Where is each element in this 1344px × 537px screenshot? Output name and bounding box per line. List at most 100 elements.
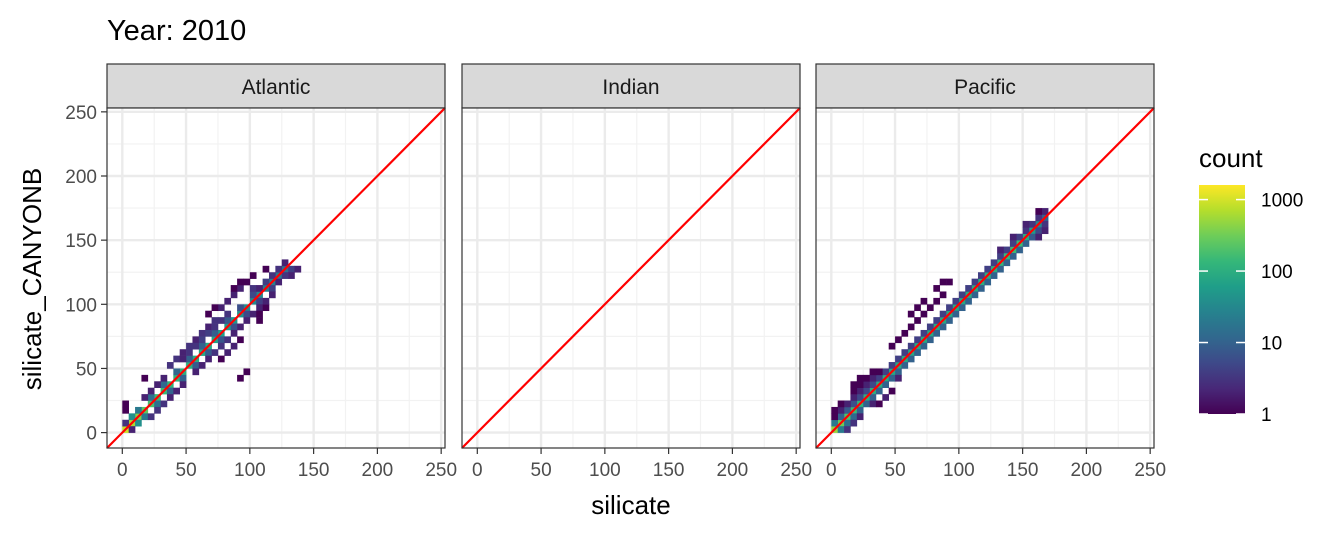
heat-bin <box>128 413 136 421</box>
heat-bin <box>856 394 864 401</box>
heat-bin <box>186 355 193 363</box>
heat-bin <box>856 406 864 414</box>
x-tick-label: 100 <box>234 460 266 481</box>
heat-bin <box>262 304 270 312</box>
facet-strip-label: Indian <box>602 76 659 99</box>
heat-bin <box>831 419 838 427</box>
y-tick-label: 100 <box>65 295 97 316</box>
heat-bin <box>230 323 238 331</box>
heat-bin <box>205 355 212 363</box>
heat-bin <box>230 342 238 350</box>
heat-bin <box>198 342 206 350</box>
heat-bin <box>958 304 966 312</box>
heat-bin <box>224 317 232 324</box>
x-tick-label: 250 <box>1134 460 1166 481</box>
heat-bin <box>984 278 992 286</box>
heat-bin <box>1003 246 1011 254</box>
heat-bin <box>205 349 212 356</box>
heat-bin <box>249 285 257 292</box>
heat-bin <box>243 310 251 318</box>
heat-bin <box>211 317 219 324</box>
heat-bin <box>837 426 845 433</box>
heat-bin <box>875 374 883 382</box>
heat-bin <box>869 368 877 376</box>
heat-bin <box>907 323 915 331</box>
heat-bin <box>160 374 168 382</box>
heat-bin <box>243 368 251 376</box>
heat-bin <box>901 329 909 337</box>
heat-bin <box>888 362 896 369</box>
heat-bin <box>211 323 219 331</box>
heat-bin <box>914 304 921 312</box>
heat-bin <box>256 310 263 318</box>
heat-bin <box>850 413 858 421</box>
heat-bin <box>230 285 238 292</box>
heat-bin <box>141 394 149 401</box>
heat-bin <box>205 329 212 337</box>
heat-bin <box>1041 208 1049 215</box>
y-tick-label: 0 <box>86 424 97 445</box>
heat-bin <box>179 355 187 363</box>
heat-bin <box>186 349 193 356</box>
heat-bin <box>907 310 915 318</box>
facet-strip <box>106 63 446 109</box>
heat-bin <box>179 349 187 356</box>
heat-bin <box>1009 233 1017 241</box>
x-tick-label: 250 <box>425 460 457 481</box>
heat-bin <box>224 336 232 344</box>
heat-bin <box>971 278 979 286</box>
heat-bin <box>1009 240 1017 247</box>
heat-bin <box>990 259 998 267</box>
legend-tick-label: 10 <box>1261 334 1282 355</box>
facet-strip <box>815 63 1155 109</box>
heat-bin <box>844 426 851 433</box>
color-legend: count 1 10 100 1000 <box>1199 143 1303 426</box>
heat-bin <box>837 406 845 414</box>
heat-bin <box>1035 214 1043 222</box>
heat-bin <box>262 265 270 273</box>
y-tick-label: 200 <box>65 167 97 188</box>
heat-bin <box>920 329 928 337</box>
legend-tick-label: 1000 <box>1261 191 1303 212</box>
x-tick-label: 200 <box>362 460 394 481</box>
heat-bin <box>198 362 206 369</box>
heat-bin <box>192 368 200 376</box>
heat-bin <box>895 355 902 363</box>
heat-bin <box>926 323 934 331</box>
facet-strip-label: Atlantic <box>242 76 311 99</box>
heat-bin <box>844 419 851 427</box>
x-tick-label: 150 <box>653 460 685 481</box>
heat-bin <box>882 368 890 376</box>
heat-bin <box>249 272 257 279</box>
heat-bin <box>926 336 934 344</box>
x-tick-label: 150 <box>1007 460 1039 481</box>
heat-bin <box>863 374 870 382</box>
heat-bin <box>211 304 219 312</box>
heat-bin <box>856 381 864 388</box>
heat-bin <box>895 368 902 376</box>
heat-bin <box>856 374 864 382</box>
heat-bin <box>230 291 238 299</box>
heat-bin <box>901 349 909 356</box>
heat-bin <box>837 413 845 421</box>
legend-tick-label: 100 <box>1261 262 1293 283</box>
heat-bin <box>844 406 851 414</box>
y-tick-label: 50 <box>76 359 97 380</box>
heat-bin <box>933 297 941 305</box>
facet-strip-label: Pacific <box>954 76 1016 99</box>
heat-bin <box>856 413 864 421</box>
heat-bin <box>863 387 870 395</box>
heat-bin <box>977 272 985 279</box>
heat-bin <box>122 400 129 408</box>
heat-bin <box>863 381 870 388</box>
heat-bin <box>875 387 883 395</box>
heat-bin <box>1009 252 1017 260</box>
x-tick-label: 250 <box>780 460 812 481</box>
heat-bin <box>907 342 915 350</box>
x-tick-label: 50 <box>176 460 197 481</box>
heat-bin <box>256 304 263 312</box>
heat-bin <box>256 317 263 324</box>
heat-bin <box>154 381 161 388</box>
